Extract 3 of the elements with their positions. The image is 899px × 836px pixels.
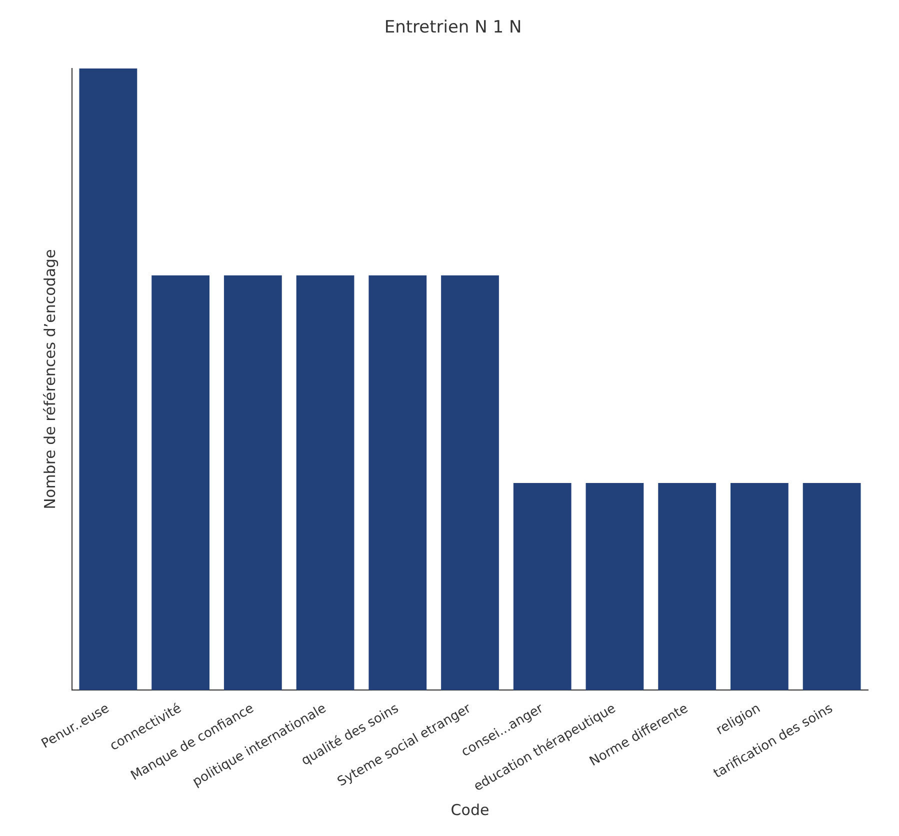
y-axis-title: Nombre de références d’encodage — [40, 249, 59, 510]
x-axis-title: Code — [450, 800, 490, 819]
chart-title: Entretrien N 1 N — [384, 18, 522, 38]
